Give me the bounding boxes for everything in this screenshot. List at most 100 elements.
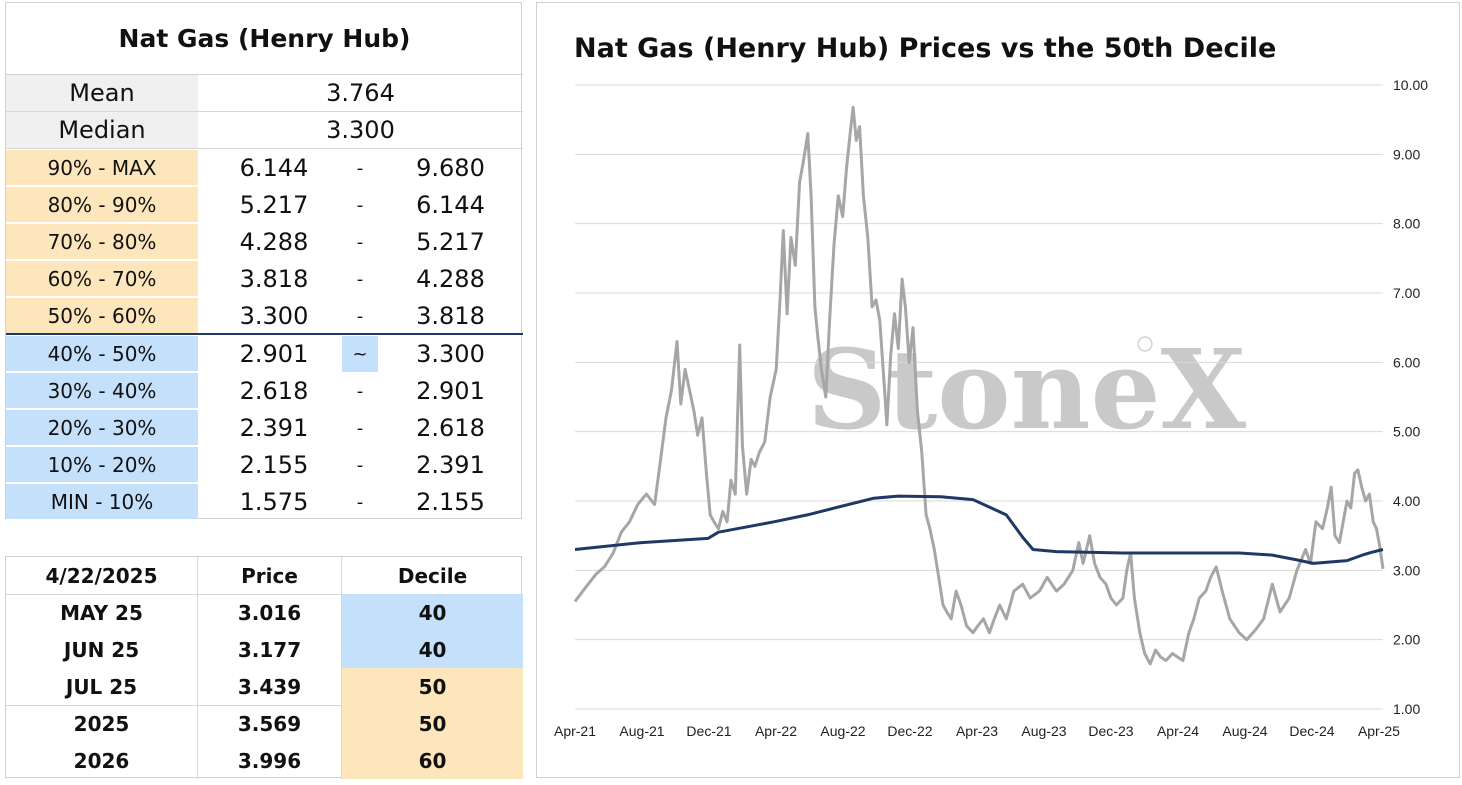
decile-separator: - xyxy=(356,380,364,402)
decile-high: 3.300 xyxy=(416,340,485,368)
x-tick-label: Aug-22 xyxy=(820,723,865,739)
contract-label: 2025 xyxy=(6,705,198,742)
decile-row: 30% - 40% 2.618 - 2.901 xyxy=(6,373,523,410)
x-tick-label: Dec-23 xyxy=(1088,723,1133,739)
contract-decile: 50 xyxy=(342,668,523,705)
decile-label: MIN - 10% xyxy=(6,484,198,519)
y-tick-label: 5.00 xyxy=(1393,424,1420,440)
decile-row: 90% - MAX 6.144 - 9.680 xyxy=(6,150,523,187)
decile-low: 1.575 xyxy=(239,488,309,516)
x-axis-tick-labels: Apr-21 Aug-21 Dec-21 Apr-22 Aug-22 Dec-22 Apr-… xyxy=(554,723,1400,739)
decile-row: 60% - 70% 3.818 - 4.288 xyxy=(6,261,523,298)
decile-label: 30% - 40% xyxy=(6,373,198,408)
registered-mark-icon xyxy=(1137,336,1153,352)
decile-table-title: Nat Gas (Henry Hub) xyxy=(6,3,523,75)
decile-label: 70% - 80% xyxy=(6,224,198,259)
x-tick-label: Apr-24 xyxy=(1157,723,1199,739)
contract-label: JUL 25 xyxy=(6,668,198,705)
x-tick-label: Aug-23 xyxy=(1021,723,1066,739)
price-chart: Nat Gas (Henry Hub) Prices vs the 50th D… xyxy=(536,2,1460,778)
decile-separator: - xyxy=(356,194,364,216)
decile-separator: - xyxy=(356,454,364,476)
contract-price: 3.177 xyxy=(198,631,342,668)
decile-low: 3.818 xyxy=(239,265,309,293)
forward-row: 2026 3.996 60 xyxy=(6,742,523,779)
watermark-logo: StoneX xyxy=(807,325,1247,454)
decile-label: 50% - 60% xyxy=(6,298,198,333)
decile-label: 60% - 70% xyxy=(6,261,198,296)
decile-label: 90% - MAX xyxy=(6,150,198,185)
stat-row-median: Median 3.300 xyxy=(6,112,523,149)
chart-title: Nat Gas (Henry Hub) Prices vs the 50th D… xyxy=(574,33,1277,64)
forward-row: 2025 3.569 50 xyxy=(6,705,523,742)
decile-high: 5.217 xyxy=(416,228,485,256)
decile-row: 80% - 90% 5.217 - 6.144 xyxy=(6,187,523,224)
grid-lines xyxy=(575,84,1383,710)
decile-low: 5.217 xyxy=(239,191,309,219)
x-tick-label: Aug-24 xyxy=(1222,723,1267,739)
decile-low: 2.618 xyxy=(239,377,309,405)
contract-price: 3.439 xyxy=(198,668,342,705)
forward-row: JUN 25 3.177 40 xyxy=(6,631,523,668)
decile-row-current: 40% - 50% 2.901 ~ 3.300 xyxy=(6,336,523,373)
decile-high: 4.288 xyxy=(416,265,485,293)
forward-row: MAY 25 3.016 40 xyxy=(6,594,523,631)
contract-label: MAY 25 xyxy=(6,594,198,631)
x-tick-label: Apr-22 xyxy=(755,723,797,739)
contract-decile: 40 xyxy=(342,631,523,668)
decile-high: 2.901 xyxy=(416,377,485,405)
decile-low: 2.155 xyxy=(239,451,309,479)
contract-price: 3.996 xyxy=(198,742,342,779)
forward-price-table: 4/22/2025 Price Decile MAY 25 3.016 40 J… xyxy=(5,556,523,779)
x-tick-label: Apr-25 xyxy=(1358,723,1400,739)
decile-low: 2.901 xyxy=(239,340,309,368)
contract-decile: 60 xyxy=(342,742,523,779)
decile-row: MIN - 10% 1.575 - 2.155 xyxy=(6,484,523,521)
x-tick-label: Dec-22 xyxy=(887,723,932,739)
decile-label: 10% - 20% xyxy=(6,447,198,482)
decile-low: 6.144 xyxy=(239,154,309,182)
decile-low: 2.391 xyxy=(239,414,309,442)
stat-row-mean: Mean 3.764 xyxy=(6,75,523,112)
y-tick-label: 3.00 xyxy=(1393,562,1420,578)
y-tick-label: 8.00 xyxy=(1393,216,1420,232)
decile-50th-series-line xyxy=(574,494,1384,565)
x-tick-label: Apr-21 xyxy=(554,723,596,739)
x-tick-label: Apr-23 xyxy=(956,723,998,739)
x-tick-label: Aug-21 xyxy=(619,723,664,739)
y-tick-label: 6.00 xyxy=(1393,354,1420,370)
decile-row: 20% - 30% 2.391 - 2.618 xyxy=(6,410,523,447)
decile-low: 4.288 xyxy=(239,228,309,256)
decile-high: 9.680 xyxy=(416,154,485,182)
decile-high: 2.618 xyxy=(416,414,485,442)
stat-value: 3.300 xyxy=(198,112,523,149)
y-tick-label: 7.00 xyxy=(1393,285,1420,301)
median-divider-line xyxy=(6,333,523,335)
header-price: Price xyxy=(198,557,342,594)
decile-separator: - xyxy=(356,231,364,253)
forward-table-header: 4/22/2025 Price Decile xyxy=(6,557,523,595)
chart-canvas: StoneX 1.00 2.00 3.00 4.00 5.00 6.00 7.00 8.00 9… xyxy=(554,77,1428,739)
decile-label: 20% - 30% xyxy=(6,410,198,445)
decile-separator: - xyxy=(356,157,364,179)
forward-row: JUL 25 3.439 50 xyxy=(6,668,523,706)
y-tick-label: 1.00 xyxy=(1393,701,1420,717)
x-tick-label: Dec-24 xyxy=(1289,723,1334,739)
decile-row: 10% - 20% 2.155 - 2.391 xyxy=(6,447,523,484)
series-lines xyxy=(573,105,1385,666)
decile-high: 3.818 xyxy=(416,302,485,330)
header-date: 4/22/2025 xyxy=(6,557,198,594)
contract-label: 2026 xyxy=(6,742,198,779)
stat-label: Median xyxy=(6,112,198,149)
decile-table: Nat Gas (Henry Hub) Mean 3.764 Median 3.… xyxy=(5,2,523,521)
decile-low: 3.300 xyxy=(239,302,309,330)
header-decile: Decile xyxy=(397,563,468,588)
decile-separator: - xyxy=(356,305,364,327)
contract-price: 3.569 xyxy=(198,705,342,742)
price-series-line xyxy=(573,105,1385,666)
decile-high: 2.391 xyxy=(416,451,485,479)
decile-high: 6.144 xyxy=(416,191,485,219)
decile-high: 2.155 xyxy=(416,488,485,516)
y-tick-label: 4.00 xyxy=(1393,493,1420,509)
contract-price: 3.016 xyxy=(198,594,342,631)
